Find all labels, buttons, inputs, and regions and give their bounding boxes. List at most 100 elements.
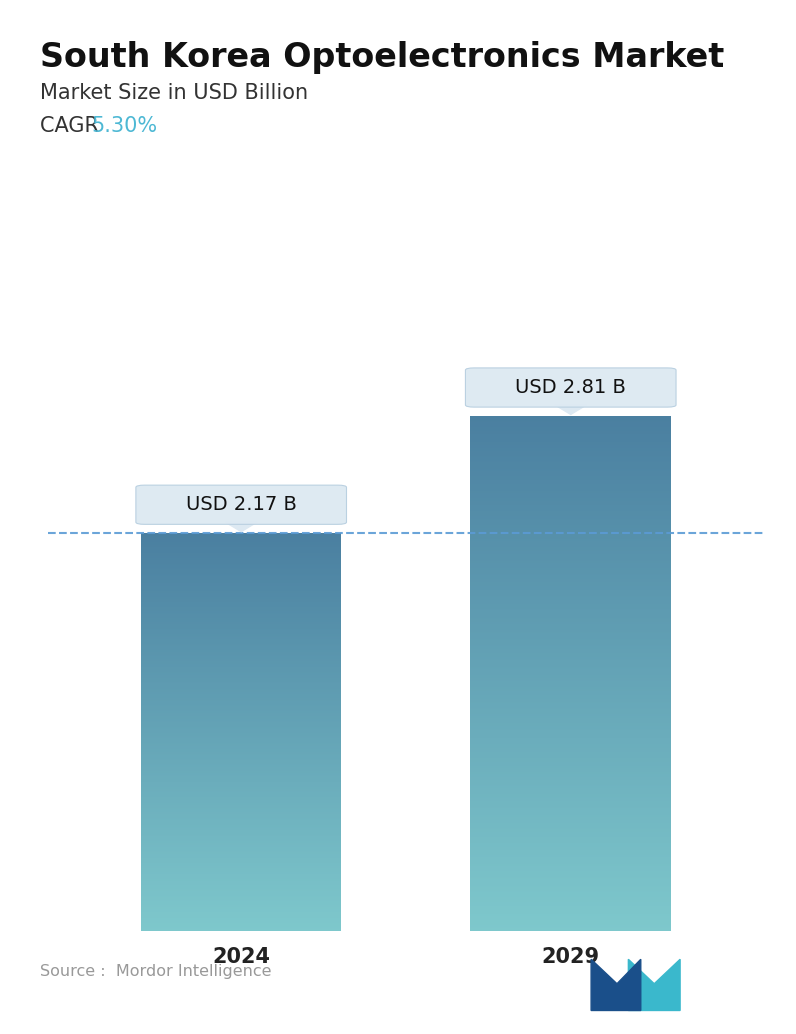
Bar [470, 653, 671, 656]
Bar [470, 785, 671, 787]
Bar [470, 709, 671, 710]
Bar [470, 816, 671, 817]
Bar [470, 431, 671, 432]
Bar [470, 883, 671, 884]
Bar [470, 487, 671, 488]
Bar [470, 788, 671, 789]
Bar [470, 455, 671, 456]
Bar [470, 569, 671, 571]
Bar [470, 805, 671, 808]
Bar [470, 802, 671, 803]
Bar [470, 830, 671, 831]
Bar [470, 894, 671, 895]
Bar [470, 821, 671, 822]
Bar [470, 590, 671, 592]
Bar [470, 463, 671, 465]
Bar [470, 558, 671, 560]
Bar [470, 752, 671, 753]
Bar [470, 465, 671, 466]
Bar [470, 511, 671, 513]
Polygon shape [628, 960, 680, 1010]
Bar [470, 514, 671, 515]
Bar [470, 814, 671, 815]
Bar [470, 488, 671, 489]
Bar [470, 495, 671, 497]
Bar [470, 835, 671, 837]
Bar [470, 553, 671, 555]
Bar [470, 904, 671, 905]
Bar [470, 824, 671, 825]
Bar [470, 909, 671, 910]
Bar [470, 467, 671, 468]
Bar [470, 627, 671, 629]
Bar [470, 916, 671, 918]
Bar [470, 479, 671, 480]
Bar [470, 652, 671, 653]
Bar [470, 571, 671, 572]
Bar [470, 908, 671, 909]
Bar [470, 790, 671, 792]
Bar [470, 619, 671, 620]
Bar [470, 755, 671, 756]
Bar [470, 657, 671, 658]
Bar [470, 903, 671, 904]
Bar [470, 515, 671, 516]
Bar [470, 606, 671, 608]
Bar [470, 529, 671, 530]
Bar [470, 643, 671, 645]
Bar [470, 764, 671, 766]
Bar [470, 799, 671, 800]
Bar [470, 500, 671, 503]
Bar [470, 820, 671, 821]
Bar [470, 872, 671, 873]
Bar [470, 457, 671, 458]
Bar [470, 703, 671, 704]
Bar [470, 822, 671, 824]
Bar [470, 551, 671, 552]
Bar [470, 797, 671, 798]
Bar [470, 422, 671, 424]
Bar [470, 578, 671, 579]
Bar [470, 687, 671, 688]
Bar [470, 780, 671, 782]
Bar [470, 899, 671, 900]
Bar [470, 504, 671, 505]
Bar [470, 698, 671, 699]
Bar [470, 826, 671, 827]
Bar [470, 485, 671, 487]
Bar [470, 838, 671, 840]
Bar [470, 793, 671, 794]
Bar [470, 505, 671, 506]
Bar [470, 420, 671, 421]
Bar [470, 717, 671, 719]
Bar [470, 831, 671, 832]
Bar [470, 711, 671, 713]
Bar [470, 667, 671, 668]
Bar [470, 645, 671, 646]
Bar [470, 753, 671, 755]
Bar [470, 599, 671, 600]
Bar [470, 819, 671, 820]
Polygon shape [225, 522, 257, 531]
Bar [470, 800, 671, 802]
Bar [470, 887, 671, 888]
Bar [470, 430, 671, 431]
Bar [470, 744, 671, 746]
Bar [470, 882, 671, 883]
Bar [470, 427, 671, 429]
Bar [470, 885, 671, 887]
Bar [470, 450, 671, 451]
Bar [470, 535, 671, 536]
Bar [470, 809, 671, 810]
Bar [470, 905, 671, 906]
Bar [470, 672, 671, 673]
Bar [470, 803, 671, 804]
Bar [470, 426, 671, 427]
Bar [470, 440, 671, 442]
Bar [470, 466, 671, 467]
Bar [470, 846, 671, 847]
Bar [470, 618, 671, 619]
Bar [470, 425, 671, 426]
Bar [470, 419, 671, 420]
Bar [470, 548, 671, 550]
